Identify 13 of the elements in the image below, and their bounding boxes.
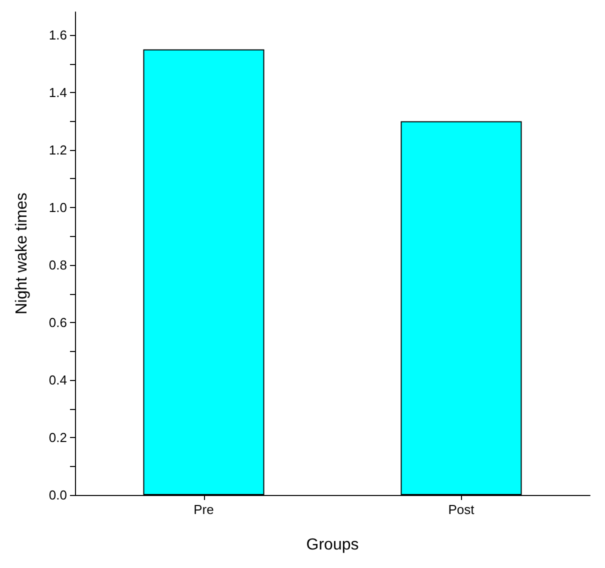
y-tick-label: 1.6 [48, 28, 67, 42]
y-tick-label: 1.2 [48, 142, 67, 158]
y-tick-label: 0.4 [48, 372, 67, 388]
y-tick-label: 1.0 [48, 200, 67, 215]
x-axis-title: Groups [306, 536, 359, 554]
y-tick-label: 0.0 [48, 488, 67, 502]
y-axis-title: Night wake times [14, 192, 30, 314]
x-tick-label: Pre [194, 502, 214, 517]
x-tick-label: Post [448, 502, 475, 517]
y-tick-label: 0.6 [48, 315, 67, 330]
y-tick-label: 0.8 [48, 258, 67, 272]
y-tick-label: 1.4 [48, 85, 67, 100]
y-tick-label: 0.2 [48, 430, 67, 445]
